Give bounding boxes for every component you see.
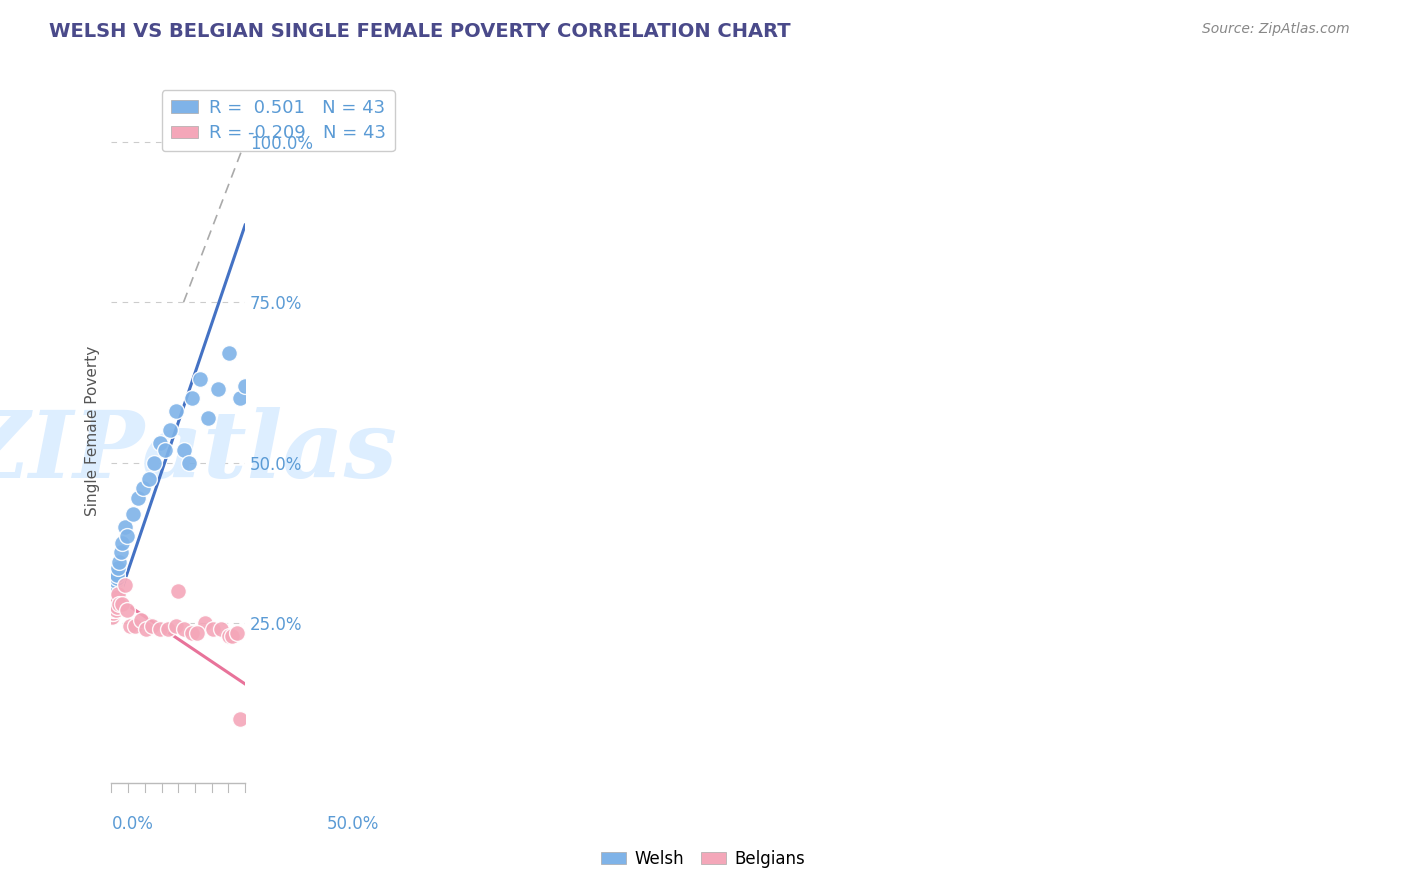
Point [103,593,125,607]
Point [159,424,181,438]
Text: 50.0%: 50.0% [326,815,378,833]
Point [207,382,229,396]
Point [104,577,127,591]
Point [103,603,125,617]
Point [100,603,122,617]
Point [105,591,128,605]
Point [135,623,157,637]
Point [188,372,211,386]
Point [114,577,136,591]
Point [105,603,128,617]
Point [101,597,124,611]
Point [104,565,127,579]
Y-axis label: Single Female Poverty: Single Female Poverty [86,345,100,516]
Point [121,507,143,521]
Point [103,597,125,611]
Point [101,599,124,614]
Point [104,593,127,607]
Text: Source: ZipAtlas.com: Source: ZipAtlas.com [1202,22,1350,37]
Legend: R =  0.501   N = 43, R = -0.209   N = 43: R = 0.501 N = 43, R = -0.209 N = 43 [162,90,395,152]
Point [104,597,127,611]
Point [108,555,131,569]
Point [101,603,124,617]
Point [117,603,139,617]
Point [129,613,152,627]
Point [173,623,195,637]
Point [143,456,166,470]
Point [167,583,190,598]
Point [101,607,124,621]
Point [101,603,124,617]
Point [120,619,142,633]
Point [105,571,128,585]
Point [218,629,240,643]
Point [156,623,179,637]
Point [186,625,208,640]
Point [104,583,127,598]
Point [165,404,187,418]
Point [101,597,124,611]
Point [202,623,225,637]
Point [194,615,217,630]
Point [105,574,128,589]
Point [101,607,124,621]
Point [104,597,127,611]
Point [104,571,127,585]
Point [180,625,202,640]
Point [103,599,125,614]
Point [218,346,240,360]
Point [100,607,122,621]
Point [105,567,128,582]
Point [107,561,129,575]
Point [124,619,146,633]
Point [132,481,155,495]
Point [221,629,243,643]
Point [153,442,176,457]
Point [127,491,149,505]
Point [110,545,132,559]
Point [108,597,131,611]
Point [141,619,163,633]
Text: 0.0%: 0.0% [111,815,153,833]
Point [111,597,134,611]
Point [138,472,160,486]
Legend: Welsh, Belgians: Welsh, Belgians [595,844,811,875]
Point [148,623,170,637]
Point [197,410,219,425]
Point [103,583,125,598]
Point [100,603,122,617]
Point [229,712,252,726]
Point [209,623,232,637]
Point [101,603,124,617]
Point [114,520,136,534]
Point [104,567,127,582]
Point [180,392,202,406]
Point [226,625,249,640]
Text: ZIPatlas: ZIPatlas [0,407,396,497]
Point [111,536,134,550]
Point [173,442,195,457]
Point [103,597,125,611]
Point [103,599,125,614]
Point [229,392,252,406]
Point [105,599,128,614]
Point [148,436,170,450]
Point [107,587,129,601]
Point [117,529,139,543]
Point [101,607,124,621]
Point [103,587,125,601]
Point [177,456,200,470]
Point [233,378,256,392]
Text: WELSH VS BELGIAN SINGLE FEMALE POVERTY CORRELATION CHART: WELSH VS BELGIAN SINGLE FEMALE POVERTY C… [49,22,790,41]
Point [165,619,187,633]
Point [101,609,124,624]
Point [103,603,125,617]
Point [104,593,127,607]
Point [103,591,125,605]
